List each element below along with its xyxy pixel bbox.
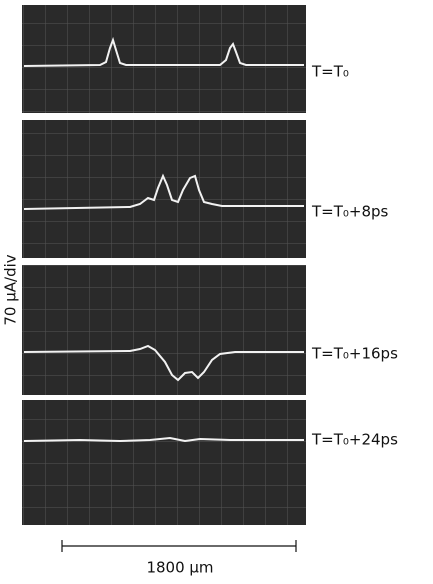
scope-panel [22, 5, 306, 113]
trace [23, 173, 304, 210]
scale-bar-label: 1800 μm [146, 559, 213, 577]
panel-label: T=T₀+16ps [311, 345, 398, 363]
panel-label: T=T₀+24ps [311, 431, 398, 449]
scale-bar [61, 540, 297, 552]
trace [23, 36, 304, 67]
scope-panel [22, 120, 306, 258]
trace [23, 344, 304, 382]
panel-label: T=T₀+8ps [311, 203, 389, 221]
scope-panel [22, 400, 306, 525]
scope-panel [22, 265, 306, 395]
trace [23, 436, 304, 443]
panel-label: T=T₀ [311, 63, 349, 81]
y-axis-label: 70 μA/div [2, 254, 20, 325]
